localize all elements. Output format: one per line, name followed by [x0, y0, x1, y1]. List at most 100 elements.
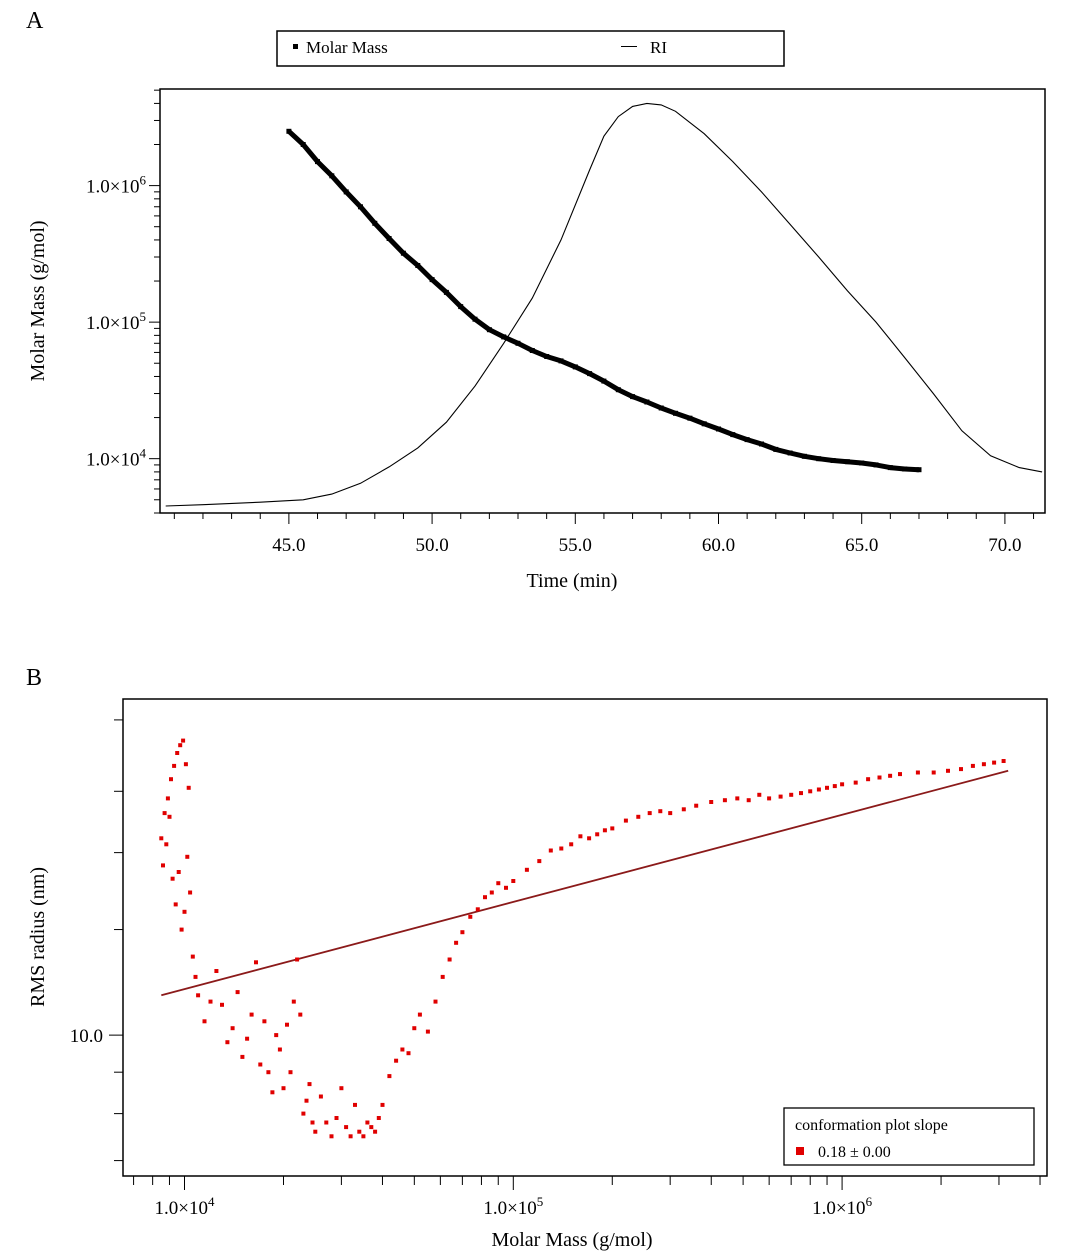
data-point-molar-mass: [630, 394, 636, 400]
data-point-molar-mass: [773, 446, 779, 452]
data-point-conformation: [808, 789, 813, 794]
data-point-molar-mass: [701, 421, 707, 427]
y-tick-label-a: 1.0×106: [86, 173, 146, 198]
data-point-molar-mass: [386, 236, 392, 241]
x-tick-label-b-base: 1.0×10: [812, 1198, 865, 1219]
data-point-conformation: [578, 834, 583, 839]
data-point-molar-mass: [415, 263, 421, 268]
data-point-conformation: [931, 770, 936, 775]
data-point-conformation: [559, 846, 564, 851]
data-point-conformation: [270, 1090, 275, 1095]
data-point-conformation: [164, 842, 169, 847]
data-point-conformation: [249, 1012, 254, 1017]
data-point-conformation: [447, 957, 452, 962]
plot-a-frame: [159, 88, 1046, 514]
data-point-molar-mass: [730, 432, 736, 438]
data-point-conformation: [636, 814, 641, 819]
data-point-conformation: [898, 772, 902, 777]
panel-b-label: B: [26, 665, 42, 691]
series-line-molar-mass: [287, 129, 920, 473]
data-point-molar-mass: [458, 304, 464, 310]
data-point-conformation: [373, 1129, 378, 1134]
data-point-conformation: [235, 990, 240, 995]
data-point-conformation: [483, 895, 487, 900]
x-tick-label-b-base: 1.0×10: [483, 1198, 536, 1219]
data-point-conformation: [310, 1120, 315, 1125]
data-point-molar-mass: [329, 173, 335, 179]
data-point-conformation: [454, 940, 459, 945]
data-point-conformation: [369, 1125, 374, 1130]
x-tick-label-b-exp: 5: [537, 1194, 544, 1209]
series-b: [159, 738, 1009, 1139]
x-tick-label-b-exp: 4: [208, 1194, 215, 1209]
data-point-conformation: [981, 762, 986, 767]
data-point-conformation: [668, 811, 673, 816]
legend-a-label-ri: RI: [650, 38, 667, 57]
data-point-conformation: [281, 1086, 286, 1091]
data-point-conformation: [178, 743, 183, 748]
x-tick-label-a: 60.0: [702, 535, 735, 556]
data-point-conformation: [173, 902, 178, 907]
y-tick-label-a-base: 1.0×10: [86, 177, 139, 198]
data-point-conformation: [285, 1022, 289, 1027]
data-point-conformation: [475, 907, 480, 912]
data-point-conformation: [610, 826, 615, 831]
data-point-conformation: [301, 1111, 306, 1116]
data-point-conformation: [866, 777, 871, 782]
data-point-conformation: [735, 796, 740, 801]
data-point-molar-mass: [372, 220, 378, 226]
data-point-conformation: [380, 1102, 385, 1107]
data-point-conformation: [162, 811, 167, 816]
data-point-conformation: [344, 1125, 349, 1130]
data-point-conformation: [176, 870, 181, 874]
legend-b-title: conformation plot slope: [795, 1117, 948, 1134]
data-point-conformation: [186, 785, 191, 790]
data-point-conformation: [307, 1082, 312, 1087]
data-point-conformation: [167, 814, 172, 819]
x-tick-label-a: 55.0: [559, 535, 592, 556]
data-point-molar-mass: [343, 189, 349, 195]
data-point-molar-mass: [443, 289, 449, 295]
legend-a-box: [276, 30, 785, 67]
data-point-conformation: [789, 792, 794, 797]
data-point-conformation: [295, 957, 300, 962]
data-point-molar-mass: [429, 277, 435, 283]
data-point-conformation: [376, 1116, 381, 1120]
data-point-molar-mass: [472, 316, 478, 322]
data-point-conformation: [970, 763, 975, 768]
data-point-conformation: [524, 867, 529, 872]
y-tick-label-a: 1.0×105: [86, 309, 146, 334]
x-tick-label-a: 50.0: [415, 535, 448, 556]
y-tick-label-a-base: 1.0×10: [86, 313, 139, 334]
data-point-conformation: [266, 1070, 271, 1075]
plot-b-frame: [122, 698, 1048, 1177]
data-point-molar-mass: [859, 460, 865, 466]
data-point-conformation: [165, 796, 170, 801]
data-point-molar-mass: [816, 456, 822, 462]
data-point-conformation: [548, 848, 553, 853]
data-point-molar-mass: [615, 387, 621, 393]
panel-a-label: A: [26, 8, 44, 34]
data-point-conformation: [291, 999, 296, 1004]
x-tick-label-b: 1.0×104: [155, 1194, 215, 1219]
data-point-conformation: [722, 798, 727, 803]
data-point-conformation: [888, 773, 893, 778]
data-point-molar-mass: [315, 159, 320, 165]
data-point-conformation: [746, 798, 751, 803]
data-point-conformation: [240, 1054, 245, 1059]
data-point-conformation: [175, 751, 180, 755]
data-point-conformation: [334, 1116, 339, 1120]
data-point-conformation: [799, 791, 803, 796]
data-point-conformation: [277, 1047, 282, 1052]
legend-b-entry: 0.18 ± 0.00: [818, 1144, 891, 1161]
data-point-conformation: [339, 1086, 344, 1091]
legend-a-label-molar-mass: Molar Mass: [306, 38, 388, 57]
data-point-conformation: [959, 767, 963, 772]
data-point-conformation: [387, 1074, 392, 1079]
data-point-conformation: [170, 876, 175, 881]
data-point-molar-mass: [400, 250, 406, 256]
x-tick-label-b-exp: 6: [866, 1194, 873, 1209]
data-point-conformation: [681, 807, 686, 812]
